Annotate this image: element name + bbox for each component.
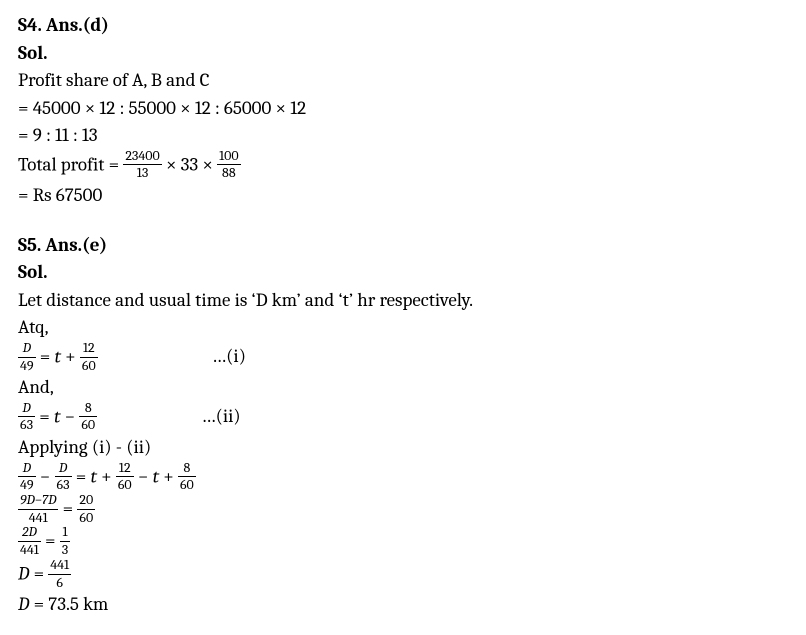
s4-line3: = 9 : 11 : 13 (18, 122, 788, 150)
s5-eq5: 2D 441 = 1 3 (18, 526, 788, 558)
s5-eq7-eq: = (34, 593, 49, 615)
s5-eq3-plus2: + (163, 465, 178, 487)
s5-apply: Applying (i) - (ii) (18, 434, 788, 462)
s5-eq1-note: …(i) (212, 343, 246, 371)
s5-eq1-rhs: 12 60 (80, 341, 98, 373)
s4-l4-prefix: Total profit = (18, 153, 123, 175)
s5-eq3-c-num: 12 (116, 461, 134, 478)
s5-eq2-note: …(ii) (201, 403, 240, 431)
s5-eq4-lhs-num: 9D−7D (18, 493, 58, 510)
s4-l4-frac2-den: 88 (217, 165, 241, 181)
s5-eq7: D = 73.5 km (18, 591, 788, 619)
s5-eq3-t1: t (90, 465, 96, 487)
s5-line1: Let distance and usual time is ‘D km’ an… (18, 287, 788, 315)
s4-line1: Profit share of A, B and C (18, 67, 788, 95)
s5-eq1-lhs-num: D (18, 341, 36, 358)
s5-eq1-rhs-num: 12 (80, 341, 98, 358)
s4-l4-mid: × 33 × (166, 153, 217, 175)
s5-eq3-b: D 63 (55, 461, 72, 493)
s5-eq2-minus: − (65, 405, 80, 427)
s5-eq6-var: D (18, 562, 29, 584)
s5-eq1-rhs-den: 60 (80, 358, 98, 374)
s5-eq4-eq: = (63, 498, 78, 520)
s5-eq4-rhs-den: 60 (77, 510, 95, 526)
s5-eq3-d: 8 60 (178, 461, 196, 493)
s5-eq2-lhs-den: 63 (18, 417, 35, 433)
s5-eq3-eq: = (76, 465, 91, 487)
s5-eq5-lhs-num: 2D (18, 525, 41, 542)
s4-line4: Total profit = 23400 13 × 33 × 100 88 (18, 150, 788, 182)
s4-line2: = 45000 × 12 : 55000 × 12 : 65000 × 12 (18, 95, 788, 123)
s5-eq5-lhs-den: 441 (18, 542, 41, 558)
s5-eq6-rhs-num: 441 (48, 558, 71, 575)
s5-eq2-rhs-den: 60 (79, 417, 97, 433)
s5-eq3-c: 12 60 (116, 461, 134, 493)
s5-eq3-minus2: − (138, 465, 153, 487)
s5-eq2-lhs: D 63 (18, 401, 35, 433)
s5-eq1-lhs-den: 49 (18, 358, 36, 374)
s5-eq3-t2: t (153, 465, 159, 487)
s4-l4-frac2: 100 88 (217, 149, 241, 181)
s5-eq3: D 49 − D 63 = t + 12 60 − t + 8 60 (18, 462, 788, 494)
s5-eq6-rhs-den: 6 (48, 575, 71, 591)
s4-line5: = Rs 67500 (18, 182, 788, 210)
s5-eq3-b-num: D (55, 461, 72, 478)
s4-l4-frac2-num: 100 (217, 149, 241, 166)
s5-atq: Atq, (18, 314, 788, 342)
s5-eq1-t: t (55, 345, 61, 367)
s5-eq3-d-den: 60 (178, 477, 196, 493)
s5-eq2-t: t (54, 405, 60, 427)
s5-eq3-b-den: 63 (55, 477, 72, 493)
s5-eq5-rhs: 1 3 (60, 525, 70, 557)
s5-eq2: D 63 = t − 8 60 …(ii) (18, 402, 788, 434)
s5-eq4-rhs-num: 20 (77, 493, 95, 510)
s5-eq2-lhs-num: D (18, 401, 35, 418)
s5-heading: S5. Ans.(e) (18, 232, 788, 260)
s5-eq2-rhs: 8 60 (79, 401, 97, 433)
s5-eq5-rhs-num: 1 (60, 525, 70, 542)
s5-eq7-val: 73.5 km (48, 593, 108, 615)
s5-eq1-plus: + (65, 345, 80, 367)
s5-eq3-c-den: 60 (116, 477, 134, 493)
s4-heading: S4. Ans.(d) (18, 12, 788, 40)
s5-eq3-a: D 49 (18, 461, 36, 493)
s5-eq5-lhs: 2D 441 (18, 525, 41, 557)
s5-sol-label: Sol. (18, 259, 788, 287)
s5-and: And, (18, 374, 788, 402)
s5-eq1-lhs: D 49 (18, 341, 36, 373)
s5-eq6-rhs: 441 6 (48, 558, 71, 590)
s5-eq5-eq: = (45, 530, 60, 552)
s5-eq2-eq: = (39, 405, 54, 427)
s5-eq4-rhs: 20 60 (77, 493, 95, 525)
s5-eq4: 9D−7D 441 = 20 60 (18, 494, 788, 526)
s5-eq6-eq: = (34, 562, 49, 584)
s5-eq4-lhs: 9D−7D 441 (18, 493, 58, 525)
s4-l4-frac1-den: 13 (123, 165, 161, 181)
s5-eq2-rhs-num: 8 (79, 401, 97, 418)
s5-eq1: D 49 = t + 12 60 …(i) (18, 342, 788, 374)
s5-eq6: D = 441 6 (18, 559, 788, 591)
s4-l4-frac1-num: 23400 (123, 149, 161, 166)
s4-sol-label: Sol. (18, 40, 788, 68)
s5-eq1-eq: = (40, 345, 55, 367)
s5-eq3-a-num: D (18, 461, 36, 478)
s5-eq3-d-num: 8 (178, 461, 196, 478)
s5-eq3-plus1: + (101, 465, 116, 487)
s5-eq3-minus: − (40, 465, 55, 487)
s5-eq7-var: D (18, 593, 29, 615)
s4-l4-frac1: 23400 13 (123, 149, 161, 181)
